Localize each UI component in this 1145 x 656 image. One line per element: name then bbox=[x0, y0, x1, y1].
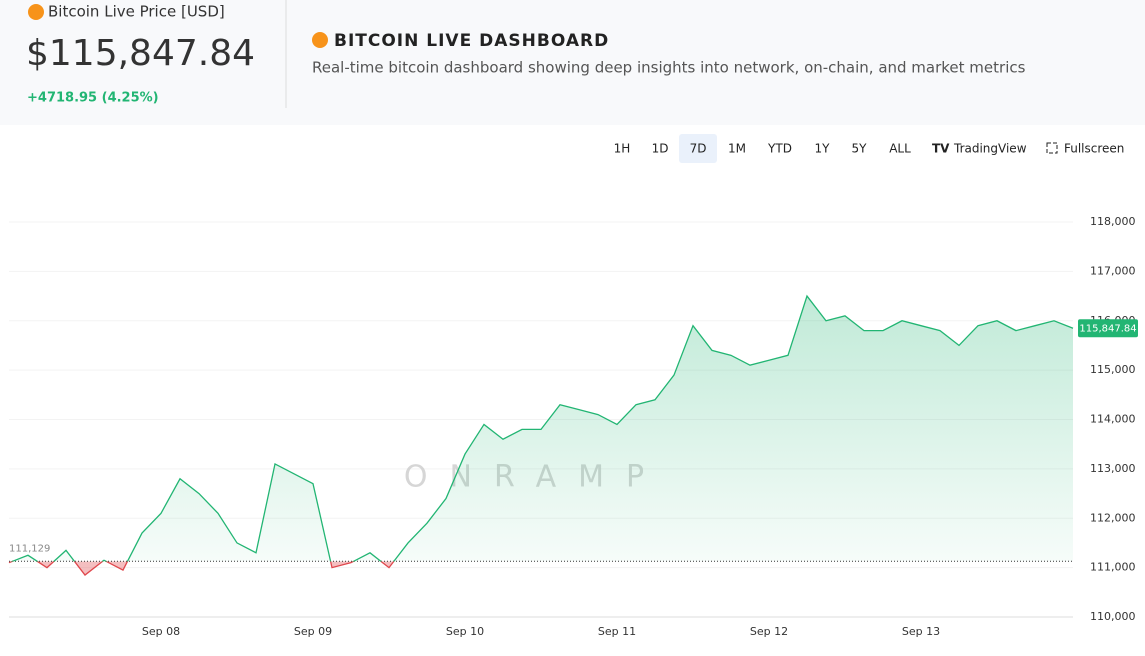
price-line bbox=[8, 294, 1074, 576]
price: $115,847.84 bbox=[26, 33, 255, 74]
subtitle: Real-time bitcoin dashboard showing deep… bbox=[312, 59, 1026, 77]
y-tick-label: 117,000 bbox=[1090, 264, 1136, 277]
btc-icon bbox=[28, 4, 44, 20]
range-button[interactable]: 1Y bbox=[815, 142, 831, 156]
y-tick-label: 114,000 bbox=[1090, 413, 1136, 426]
baseline-label: 111,129 bbox=[9, 543, 50, 554]
x-tick-label: Sep 11 bbox=[598, 625, 636, 638]
price-tag bbox=[1078, 319, 1138, 338]
tv-icon: TV bbox=[932, 142, 950, 156]
x-tick-label: Sep 10 bbox=[446, 625, 484, 638]
tradingview[interactable]: TradingView bbox=[953, 142, 1027, 156]
y-tick-label: 111,000 bbox=[1090, 561, 1136, 574]
area bbox=[9, 296, 1073, 576]
y-tick-label: 112,000 bbox=[1090, 511, 1136, 524]
toolbar: 1H 1D 7D 1M YTD 1Y 5Y ALL bbox=[614, 134, 911, 163]
price-label: Bitcoin Live Price [USD] bbox=[48, 3, 225, 21]
change: +4718.95 (4.25%) bbox=[27, 91, 159, 106]
range-button[interactable]: 1D bbox=[652, 142, 669, 156]
y-tick-label: 118,000 bbox=[1090, 215, 1136, 228]
price-tag-label: 115,847.84 bbox=[1079, 323, 1136, 334]
x-tick-label: Sep 08 bbox=[142, 625, 180, 638]
range-active bbox=[679, 134, 717, 163]
x-tick-label: Sep 09 bbox=[294, 625, 332, 638]
range-button[interactable]: 7D bbox=[690, 142, 707, 156]
range-button[interactable]: 1H bbox=[614, 142, 631, 156]
y-tick-label: 110,000 bbox=[1090, 610, 1136, 623]
title: BITCOIN LIVE DASHBOARD bbox=[334, 31, 609, 51]
y-tick-label: 113,000 bbox=[1090, 462, 1136, 475]
range-button[interactable]: 5Y bbox=[852, 142, 868, 156]
x-tick-label: Sep 13 bbox=[902, 625, 940, 638]
header-bg bbox=[0, 0, 1145, 125]
y-tick-label: 115,000 bbox=[1090, 363, 1136, 376]
range-button[interactable]: ALL bbox=[889, 142, 911, 156]
x-tick-label: Sep 12 bbox=[750, 625, 788, 638]
range-button[interactable]: YTD bbox=[767, 142, 792, 156]
range-button[interactable]: 1M bbox=[728, 142, 746, 156]
fullscreen[interactable]: Fullscreen bbox=[1064, 142, 1124, 156]
btc-icon bbox=[312, 32, 328, 48]
plot: 110,000 111,000 112,000 113,000 114,000 115,0… bbox=[8, 215, 1138, 638]
fullscreen-icon bbox=[1046, 142, 1058, 154]
